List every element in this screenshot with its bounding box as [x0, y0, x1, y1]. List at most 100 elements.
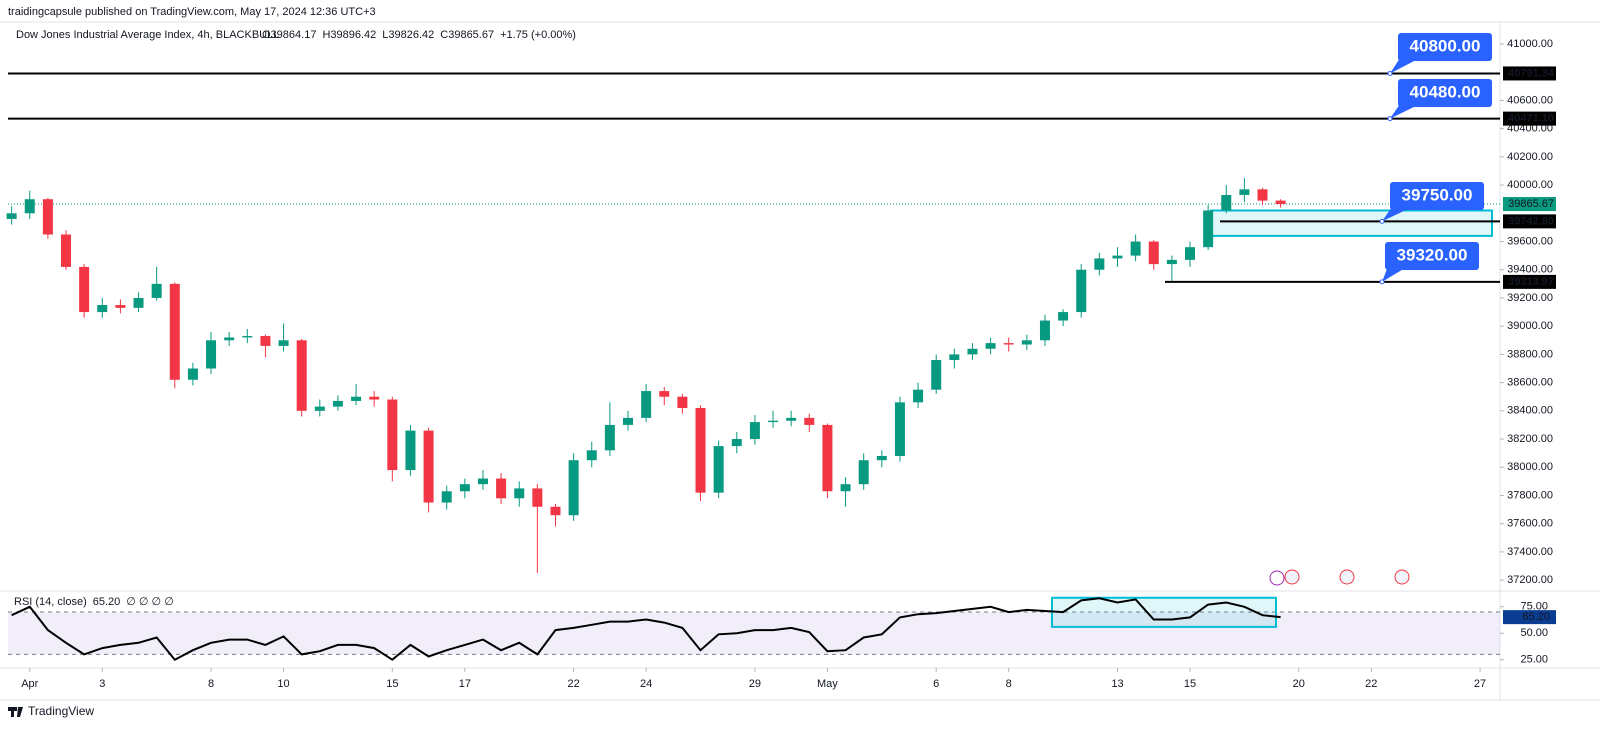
candle-body — [840, 484, 851, 492]
event-icon — [1284, 569, 1300, 585]
candle-body — [677, 396, 688, 409]
y-tick-label: 38200.00 — [1507, 433, 1553, 445]
candle-body — [133, 297, 144, 308]
ohlc-value: H39896.42 — [322, 29, 376, 41]
callout-box — [1390, 182, 1484, 210]
rsi-name: RSI (14, close) — [14, 596, 87, 608]
candle-body — [768, 420, 779, 423]
candle-body — [1184, 247, 1195, 260]
rsi-line — [11, 597, 1281, 661]
candle-body — [1039, 320, 1050, 341]
candle-body — [1257, 189, 1268, 201]
candle-body — [532, 488, 543, 507]
candle-body — [187, 368, 198, 380]
candle-body — [151, 283, 162, 298]
candle-body — [441, 491, 452, 503]
x-tick-label: 17 — [459, 678, 471, 690]
candle-body — [387, 399, 398, 471]
candle-body — [931, 360, 942, 390]
candle-body — [876, 455, 887, 461]
y-tick-label: 38400.00 — [1507, 405, 1553, 417]
x-tick-label: 15 — [386, 678, 398, 690]
callout-anchor — [1387, 70, 1393, 76]
candle-body — [858, 460, 869, 485]
y-tick-label: 39000.00 — [1507, 320, 1553, 332]
ohlc-value: O39864.17 — [262, 29, 316, 41]
candle-body — [713, 446, 724, 493]
x-tick-label: 24 — [640, 678, 652, 690]
y-tick-label: 40200.00 — [1507, 151, 1553, 163]
level-axis-label: 40791.34 — [1508, 67, 1555, 79]
y-tick-label: 37600.00 — [1507, 518, 1553, 530]
candle-body — [1239, 189, 1250, 195]
callout-box — [1385, 242, 1479, 270]
callout-anchor — [1387, 116, 1393, 122]
x-tick-label: 10 — [277, 678, 289, 690]
candle-body — [822, 424, 833, 492]
rsi-zone — [1051, 596, 1277, 628]
candle-body — [695, 408, 706, 493]
candle-body — [42, 199, 53, 235]
last-price-box — [1503, 197, 1556, 212]
x-tick-label: Apr — [21, 678, 38, 690]
event-icon — [1339, 569, 1355, 585]
chart-title: Dow Jones Industrial Average Index, 4h, … — [16, 29, 279, 41]
candle-body — [278, 340, 289, 346]
candle-body — [949, 354, 960, 361]
candle-body — [659, 391, 670, 397]
candle-body — [459, 484, 470, 492]
candle-body — [369, 396, 380, 400]
candle-body — [260, 336, 271, 346]
y-tick-label: 40000.00 — [1507, 179, 1553, 191]
callout-label: 39750.00 — [1402, 185, 1473, 204]
y-tick-label: 40600.00 — [1507, 94, 1553, 106]
candle-body — [496, 478, 507, 499]
y-tick-label: 39400.00 — [1507, 264, 1553, 276]
candle-body — [604, 424, 615, 451]
x-tick-label: 22 — [1365, 678, 1377, 690]
candle-body — [1021, 340, 1032, 345]
brand-logo — [8, 707, 23, 717]
x-tick-label: 20 — [1293, 678, 1305, 690]
candle-body — [550, 506, 561, 516]
x-tick-label: 8 — [1006, 678, 1012, 690]
candle-body — [6, 213, 17, 219]
y-tick-label: 39600.00 — [1507, 235, 1553, 247]
callout-anchor — [1379, 279, 1385, 285]
candle-body — [405, 430, 416, 471]
candle-body — [1203, 210, 1214, 248]
level-axis-label: 39313.97 — [1508, 276, 1554, 288]
candle-body — [314, 406, 325, 411]
x-tick-label: 6 — [933, 678, 939, 690]
candle-body — [731, 439, 742, 447]
candle-body — [61, 234, 72, 267]
x-tick-label: 27 — [1474, 678, 1486, 690]
x-tick-label: 29 — [749, 678, 761, 690]
candle-body — [169, 283, 180, 380]
candle-body — [804, 417, 815, 425]
candle-body — [967, 348, 978, 355]
level-axis-box — [1503, 274, 1556, 289]
rsi-inputs: ∅ ∅ ∅ ∅ — [126, 596, 174, 608]
callout: 40800.00 — [1387, 33, 1492, 76]
ohlc-value: C39865.67 — [440, 29, 494, 41]
x-tick-label: 13 — [1111, 678, 1123, 690]
candle-body — [296, 340, 307, 411]
y-tick-label: 37800.00 — [1507, 489, 1553, 501]
candle-body — [1221, 194, 1232, 211]
y-tick-label: 38600.00 — [1507, 377, 1553, 389]
rsi-last-box — [1503, 610, 1556, 625]
rsi-y-tick-label: 25.00 — [1520, 654, 1548, 666]
event-icons — [1269, 569, 1410, 586]
candle-body — [985, 343, 996, 349]
price-change: +1.75 (+0.00%) — [500, 29, 576, 41]
callout: 39750.00 — [1379, 182, 1484, 224]
rsi-y-tick-label: 75.00 — [1520, 601, 1548, 613]
level-axis-box — [1503, 111, 1556, 126]
candle-body — [115, 305, 126, 308]
candle-body — [1112, 255, 1123, 259]
candle-body — [623, 417, 634, 425]
candle-body — [1076, 269, 1087, 313]
